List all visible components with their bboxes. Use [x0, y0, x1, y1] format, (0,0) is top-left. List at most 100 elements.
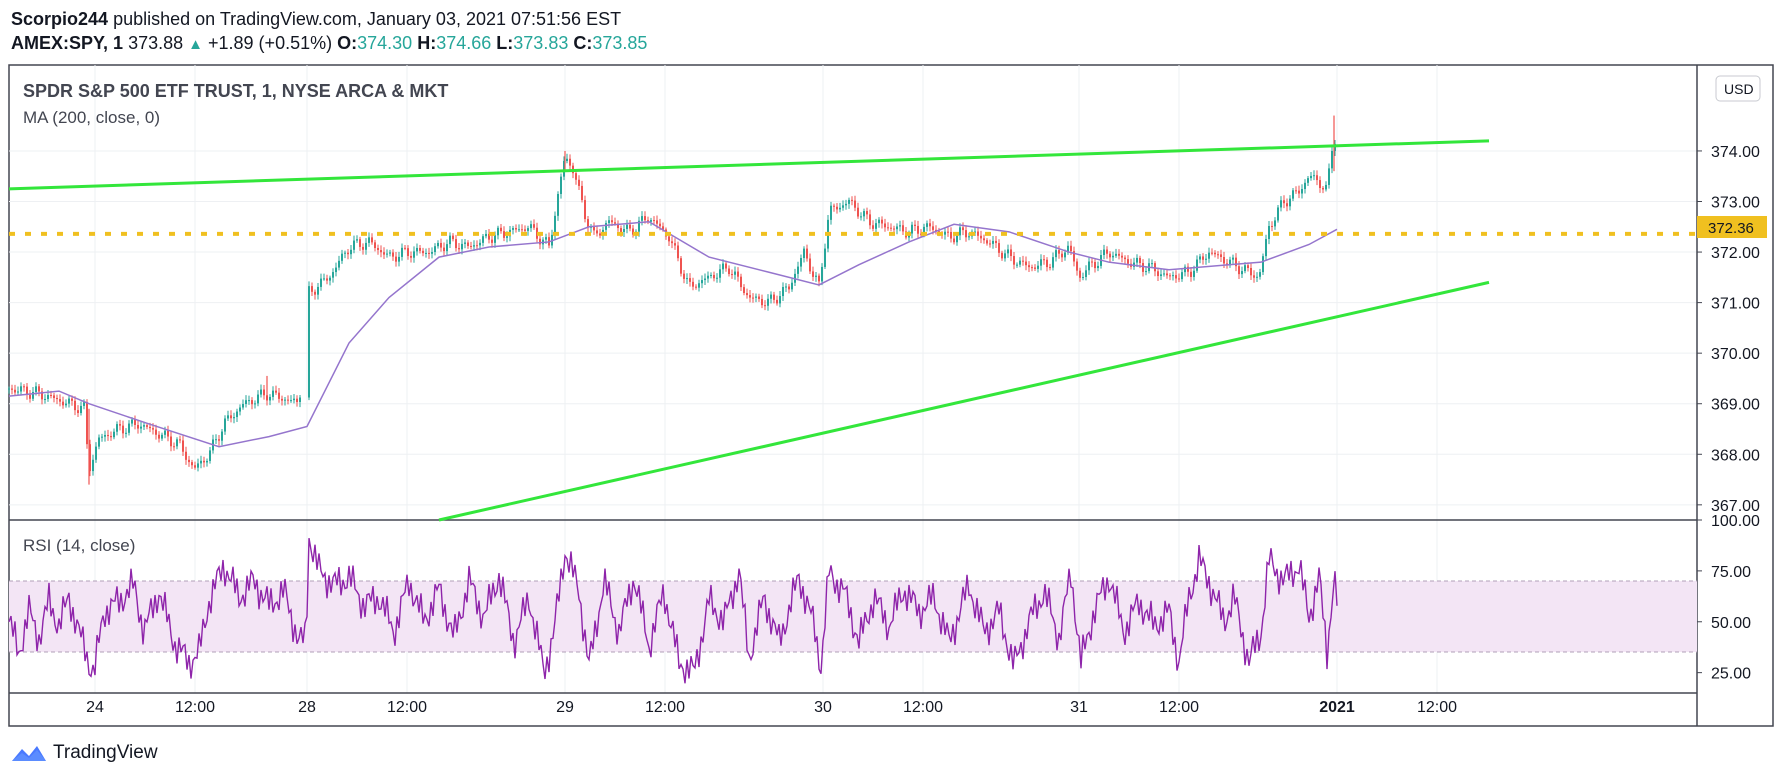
- candle-body: [863, 211, 865, 217]
- candle-body: [476, 245, 478, 247]
- candle-body: [989, 243, 991, 245]
- candle-body: [170, 436, 172, 447]
- candle-body: [26, 386, 28, 395]
- candle-body: [1247, 265, 1249, 268]
- candle-body: [668, 236, 670, 242]
- time-tick-label: 12:00: [903, 699, 943, 716]
- candle-body: [443, 247, 445, 252]
- author-name[interactable]: Scorpio244: [11, 9, 109, 29]
- candle-body: [1109, 253, 1111, 258]
- candle-body: [1268, 225, 1270, 240]
- candle-body: [1193, 270, 1195, 277]
- tradingview-logo-icon: [12, 746, 46, 761]
- candle-body: [911, 224, 913, 234]
- candle-body: [1217, 254, 1219, 256]
- candle-body: [1061, 253, 1063, 258]
- trendlines[interactable]: [8, 139, 1490, 522]
- candle-body: [527, 228, 529, 231]
- ma-200-line: [8, 220, 1338, 448]
- candle-body: [287, 399, 289, 401]
- candle-body: [23, 386, 25, 388]
- candle-body: [182, 440, 184, 452]
- candle-body: [1331, 150, 1333, 169]
- candle-body: [1118, 253, 1120, 256]
- candle-body: [1040, 259, 1042, 266]
- rsi-tick-label: 25.00: [1711, 666, 1751, 683]
- chart-svg[interactable]: 367.00 368.00 369.00 370.00 371.00 372.00 373.…: [0, 0, 1783, 735]
- candle-body: [845, 203, 847, 206]
- candle-body: [113, 431, 115, 438]
- candle-body: [248, 400, 250, 402]
- candle-body: [236, 411, 238, 418]
- candle-body: [116, 424, 118, 432]
- candle-body: [1178, 278, 1180, 280]
- time-tick-label: 12:00: [645, 699, 685, 716]
- candle-body: [932, 226, 934, 230]
- candle-body: [716, 277, 718, 279]
- candle-body: [662, 226, 664, 230]
- candle-body: [503, 231, 505, 238]
- time-tick-label: 12:00: [1417, 699, 1457, 716]
- candle-body: [1070, 245, 1072, 252]
- candle-body: [824, 248, 826, 267]
- candle-body: [1079, 270, 1081, 278]
- candle-body: [326, 278, 328, 281]
- candle-body: [638, 220, 640, 232]
- candle-body: [659, 223, 661, 227]
- candle-body: [1253, 275, 1255, 278]
- time-tick-label: 28: [298, 699, 316, 716]
- candle-body: [488, 233, 490, 240]
- candle-body: [1310, 175, 1312, 179]
- candle-body: [530, 224, 532, 229]
- candle-body: [893, 228, 895, 230]
- candle-body: [554, 215, 556, 235]
- price-marker-bg: [1697, 216, 1767, 238]
- candle-body: [1181, 272, 1183, 280]
- candle-body: [791, 282, 793, 290]
- candle-body: [179, 439, 181, 441]
- candle-body: [506, 236, 508, 238]
- candle-body: [464, 242, 466, 244]
- candle-body: [764, 305, 766, 307]
- candle-body: [605, 223, 607, 230]
- trendline[interactable]: [8, 139, 1490, 191]
- candle-body: [392, 252, 394, 257]
- time-tick-label: 30: [814, 699, 832, 716]
- candle-body: [959, 227, 961, 236]
- candle-body: [233, 417, 235, 419]
- price-tick-label: 369.00: [1711, 397, 1760, 414]
- candle-body: [692, 281, 694, 287]
- candle-body: [560, 176, 562, 194]
- candle-body: [773, 294, 775, 300]
- candle-body: [218, 439, 220, 441]
- candle-body: [1235, 257, 1237, 267]
- candle-body: [401, 247, 403, 257]
- candle-body: [1013, 256, 1015, 265]
- currency-button[interactable]: [1715, 75, 1761, 102]
- candle-body: [584, 200, 586, 220]
- time-axis-ticks: 24 12:00 28 12:00 29 12:00 30 12:00 31 12:00 2021 1…: [86, 699, 1457, 716]
- candle-body: [1169, 275, 1171, 277]
- candle-body: [1025, 261, 1027, 266]
- time-tick-label: 12:00: [1159, 699, 1199, 716]
- candle-body: [1145, 271, 1147, 273]
- candle-body: [569, 158, 571, 166]
- candle-body: [1280, 200, 1282, 208]
- candle-body: [980, 235, 982, 239]
- candle-body: [491, 239, 493, 243]
- candle-body: [1157, 271, 1159, 277]
- candle-body: [1259, 272, 1261, 277]
- time-tick-label: 12:00: [175, 699, 215, 716]
- candle-body: [860, 216, 862, 218]
- trendline[interactable]: [438, 280, 1490, 522]
- price-tick-label: 370.00: [1711, 346, 1760, 363]
- candle-body: [416, 247, 418, 252]
- footer-brand[interactable]: TradingView: [11, 742, 158, 764]
- price-axis-ticks: 367.00 368.00 369.00 370.00 371.00 372.00 373.…: [1697, 144, 1760, 515]
- candle-body: [566, 158, 568, 162]
- candle-body: [1010, 249, 1012, 257]
- candle-body: [914, 224, 916, 226]
- candle-body: [293, 398, 295, 401]
- high-label: H:: [417, 33, 437, 53]
- candle-body: [362, 246, 364, 250]
